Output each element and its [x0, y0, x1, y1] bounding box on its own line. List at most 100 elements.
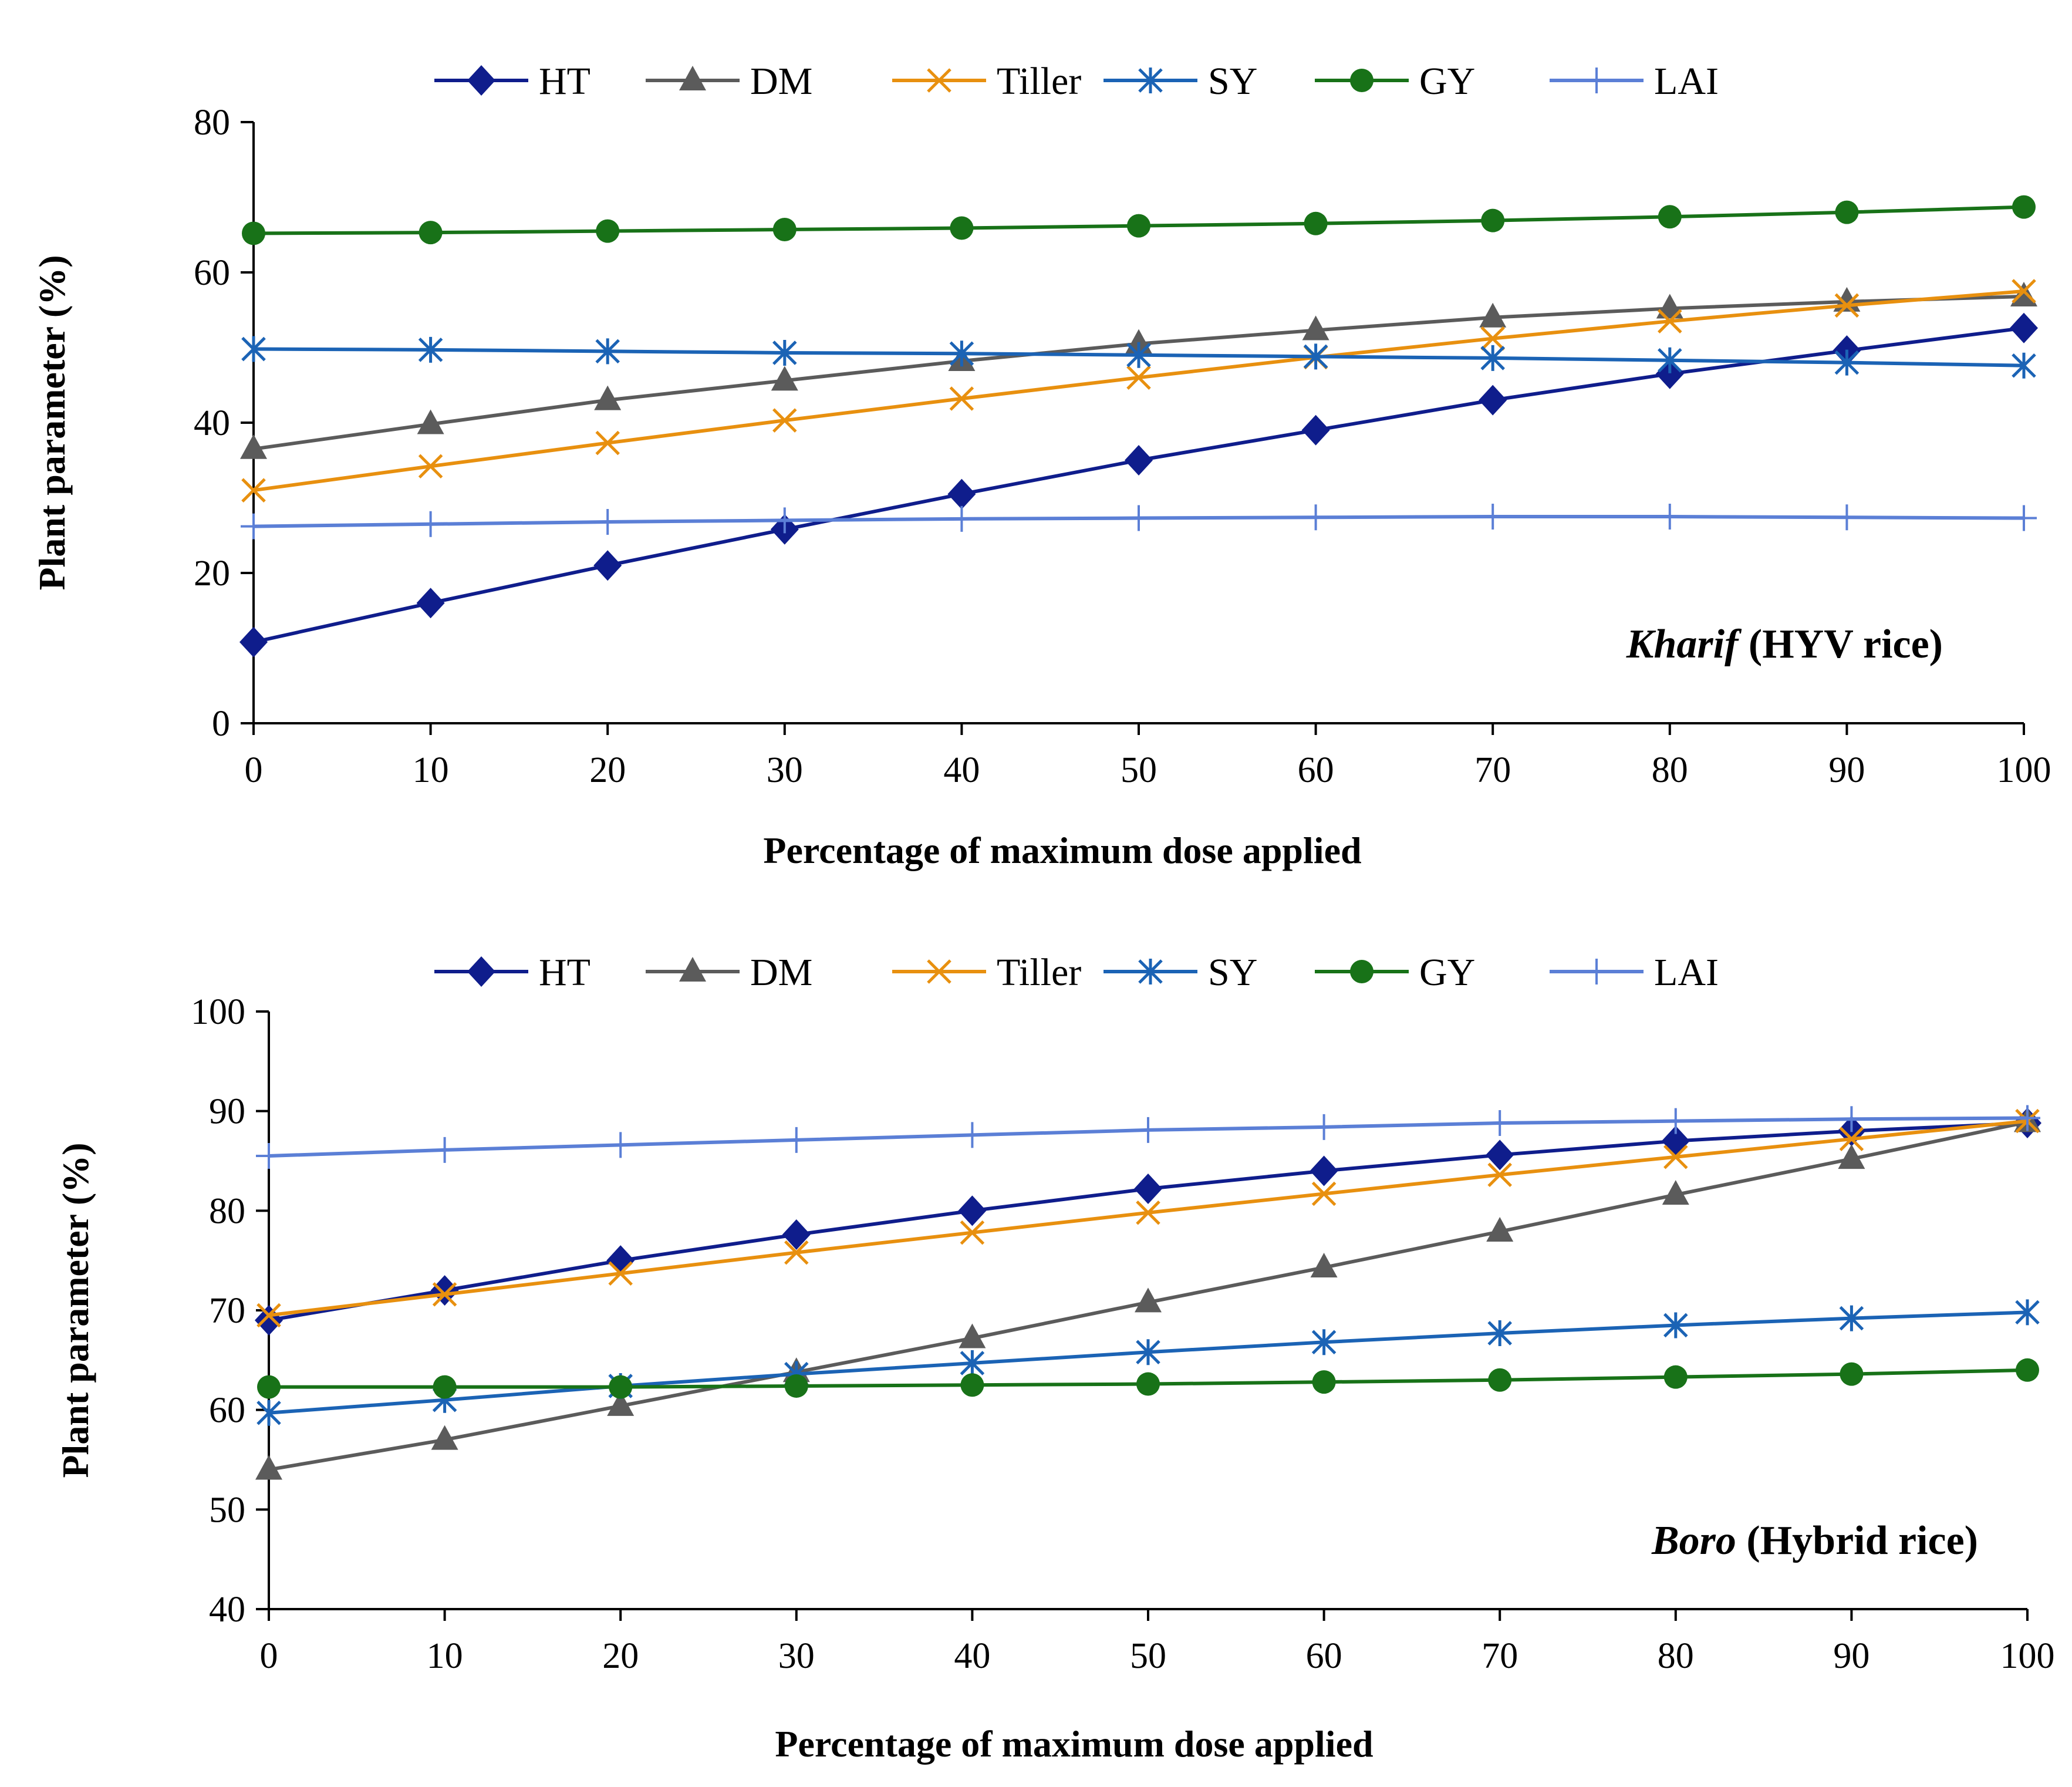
data-point-tiller — [608, 1261, 633, 1286]
data-point-gy — [1840, 1362, 1864, 1386]
data-point-lai — [1135, 1117, 1161, 1143]
data-point-lai — [417, 511, 444, 537]
data-point-lai — [431, 1137, 458, 1163]
data-point-tiller — [784, 1240, 809, 1265]
data-point-gy — [433, 1375, 457, 1399]
data-point-ht — [2010, 312, 2038, 343]
data-point-sy — [1658, 347, 1682, 373]
data-point-gy — [1304, 211, 1328, 235]
data-point-sy — [2015, 1299, 2040, 1326]
data-point-sy — [949, 340, 974, 367]
data-point-sy — [1487, 1320, 1512, 1347]
legend-label-ht: HT — [539, 60, 590, 103]
series-dm — [240, 281, 2037, 459]
data-point-gy — [1312, 1370, 1336, 1394]
x-axis-title: Percentage of maximum dose applied — [775, 1723, 1373, 1765]
series-sy — [241, 336, 2036, 379]
season-annotation: Kharif (HYV rice) — [1626, 622, 1943, 667]
series-lai — [256, 1105, 2040, 1169]
x-tick-label: 20 — [589, 750, 626, 790]
data-point-tiller — [1663, 1144, 1688, 1169]
legend-label-sy: SY — [1208, 951, 1257, 994]
data-point-dm — [1656, 294, 1683, 319]
data-point-gy — [772, 218, 797, 242]
legend-label-lai: LAI — [1654, 60, 1719, 103]
data-point-lai — [1662, 1108, 1689, 1134]
data-point-ht — [416, 588, 445, 619]
x-tick-label: 50 — [1121, 750, 1157, 790]
data-point-dm — [1302, 315, 1329, 340]
data-point-gy — [1658, 205, 1682, 229]
data-point-dm — [1838, 1144, 1865, 1169]
data-point-gy — [960, 1373, 984, 1397]
season-name: Kharif — [1626, 622, 1742, 667]
data-point-sy — [1480, 345, 1505, 371]
data-point-gy — [257, 1375, 281, 1399]
data-point-gy — [1488, 1368, 1512, 1392]
data-point-tiller — [960, 1220, 985, 1245]
data-point-gy — [2012, 195, 2036, 219]
data-point-tiller — [1480, 326, 1505, 351]
data-point-tiller — [1658, 309, 1682, 333]
legend-label-ht: HT — [539, 951, 590, 994]
legend-marker-lai — [1584, 959, 1609, 984]
data-point-dm — [240, 434, 267, 459]
data-point-gy — [1481, 208, 1505, 232]
x-tick-label: 90 — [1833, 1636, 1869, 1676]
x-tick-label: 90 — [1828, 750, 1865, 790]
data-point-tiller — [241, 478, 266, 503]
data-point-gy — [596, 219, 620, 243]
rice-type: (Hybrid rice) — [1746, 1518, 1978, 1563]
data-point-lai — [1838, 1106, 1865, 1132]
series-gy — [257, 1358, 2039, 1399]
rice-type: (HYV rice) — [1749, 622, 1943, 667]
legend-marker-tiller — [927, 959, 951, 984]
data-point-dm — [1310, 1253, 1338, 1278]
legend-marker-ht — [467, 65, 495, 96]
legend-label-tiller: Tiller — [997, 951, 1081, 994]
x-tick-label: 30 — [778, 1636, 815, 1676]
data-point-tiller — [1487, 1162, 1512, 1188]
x-tick-label: 100 — [1997, 750, 2051, 790]
y-axis-title: Plant parameter (%) — [31, 255, 73, 590]
data-point-ht — [1310, 1155, 1338, 1186]
annotation-gap — [1736, 1518, 1747, 1563]
legend-marker-gy — [1350, 69, 1374, 92]
legend-marker-tiller — [927, 68, 951, 93]
data-point-dm — [2010, 281, 2037, 306]
data-point-lai — [1302, 504, 1329, 531]
data-point-sy — [772, 339, 797, 366]
data-point-lai — [783, 1127, 809, 1153]
data-point-ht — [947, 478, 976, 510]
data-point-tiller — [949, 386, 974, 411]
data-point-gy — [2016, 1358, 2039, 1382]
x-tick-label: 0 — [260, 1636, 278, 1676]
data-point-gy — [1127, 214, 1150, 238]
data-point-dm — [1486, 1216, 1514, 1242]
legend: HT DM Tiller SY GY LAI — [434, 60, 1719, 103]
data-point-sy — [1126, 342, 1151, 368]
data-point-ht — [1301, 414, 1330, 446]
data-point-gy — [419, 221, 443, 245]
data-point-ht — [1134, 1174, 1162, 1205]
legend-marker-sy — [1138, 68, 1163, 93]
data-point-dm — [1479, 302, 1507, 328]
data-point-lai — [595, 508, 621, 535]
data-point-ht — [430, 1275, 459, 1306]
y-tick-label: 0 — [212, 704, 230, 744]
data-point-dm — [1135, 1287, 1162, 1313]
series-ht — [255, 1108, 2041, 1336]
x-tick-label: 60 — [1306, 1636, 1342, 1676]
legend-marker-gy — [1350, 960, 1374, 983]
series-dm — [255, 1107, 2041, 1480]
legend-marker-lai — [1584, 68, 1609, 93]
data-point-lai — [959, 1122, 986, 1148]
series-line-tiller — [268, 1119, 2028, 1317]
data-point-dm — [1662, 1180, 1689, 1205]
legend-label-tiller: Tiller — [997, 60, 1081, 103]
x-tick-label: 60 — [1298, 750, 1334, 790]
data-point-ht — [239, 626, 268, 658]
data-point-tiller — [1126, 365, 1151, 390]
y-tick-label: 40 — [209, 1590, 245, 1630]
